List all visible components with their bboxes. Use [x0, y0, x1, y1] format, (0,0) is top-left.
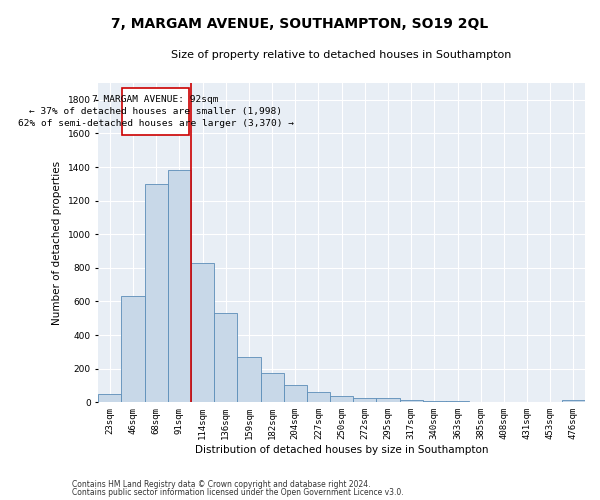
Bar [400, 400, 423, 402]
Bar [376, 398, 400, 402]
Bar [121, 296, 145, 403]
Title: Size of property relative to detached houses in Southampton: Size of property relative to detached ho… [172, 50, 512, 60]
Y-axis label: Number of detached properties: Number of detached properties [52, 160, 62, 324]
Bar [353, 398, 376, 402]
Bar [238, 357, 260, 403]
Bar [307, 392, 330, 402]
Text: ← 37% of detached houses are smaller (1,998): ← 37% of detached houses are smaller (1,… [29, 107, 282, 116]
Text: Contains HM Land Registry data © Crown copyright and database right 2024.: Contains HM Land Registry data © Crown c… [72, 480, 371, 489]
Bar [284, 384, 307, 402]
Bar [168, 170, 191, 402]
Bar [562, 400, 585, 402]
Bar [423, 401, 446, 402]
Text: 62% of semi-detached houses are larger (3,370) →: 62% of semi-detached houses are larger (… [17, 119, 293, 128]
Bar [98, 394, 121, 402]
FancyBboxPatch shape [122, 88, 189, 135]
Bar [145, 184, 168, 402]
Bar [260, 373, 284, 402]
Bar [214, 314, 238, 402]
Bar [446, 401, 469, 402]
X-axis label: Distribution of detached houses by size in Southampton: Distribution of detached houses by size … [195, 445, 488, 455]
Text: Contains public sector information licensed under the Open Government Licence v3: Contains public sector information licen… [72, 488, 404, 497]
Text: 7, MARGAM AVENUE, SOUTHAMPTON, SO19 2QL: 7, MARGAM AVENUE, SOUTHAMPTON, SO19 2QL [112, 18, 488, 32]
Text: 7 MARGAM AVENUE: 92sqm: 7 MARGAM AVENUE: 92sqm [92, 96, 219, 104]
Bar [191, 263, 214, 402]
Bar [330, 396, 353, 402]
